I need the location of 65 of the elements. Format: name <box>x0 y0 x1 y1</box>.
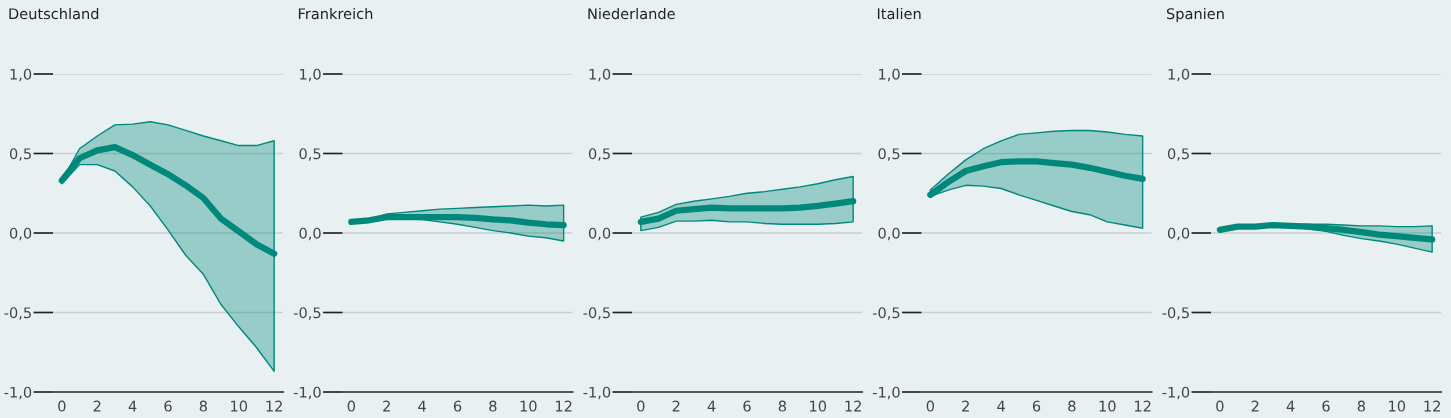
y-tick-label: 0,0 <box>878 227 900 241</box>
chart-title: Niederlande <box>588 7 675 20</box>
x-tick-label: 6 <box>743 400 751 412</box>
x-tick-label: 8 <box>1068 400 1076 412</box>
x-tick-label: 4 <box>997 400 1005 412</box>
y-tick-label: -0,5 <box>1162 307 1189 320</box>
y-tick-label: 0,5 <box>9 148 31 161</box>
x-tick-label: 8 <box>199 400 208 412</box>
y-tick-label: 1,0 <box>589 68 611 82</box>
x-tick-label: 0 <box>58 400 66 412</box>
x-tick-label: 10 <box>520 400 537 412</box>
x-tick-label: 10 <box>1099 400 1116 412</box>
x-tick-label: 4 <box>1286 400 1295 412</box>
x-tick-label: 12 <box>266 400 282 412</box>
y-tick-label: 1,0 <box>1168 68 1190 82</box>
x-tick-label: 10 <box>810 400 827 412</box>
x-tick-label: 4 <box>707 400 716 412</box>
y-tick-label: 0,0 <box>299 227 321 241</box>
y-tick-label: 0,5 <box>878 148 900 161</box>
y-tick-label: -0,5 <box>583 307 610 320</box>
x-tick-label: 0 <box>637 400 645 412</box>
x-tick-label: 2 <box>383 400 390 412</box>
y-tick-label: -1,0 <box>872 386 900 400</box>
chart-title: Deutschland <box>9 7 99 20</box>
x-tick-label: 0 <box>347 400 356 412</box>
y-tick-label: 0,5 <box>1167 148 1189 161</box>
x-tick-label: 12 <box>1134 400 1151 412</box>
y-tick-label: 1,0 <box>10 68 32 82</box>
y-tick-label: 0,0 <box>9 227 32 241</box>
x-tick-label: 0 <box>926 400 935 412</box>
chart-title: Italien <box>877 7 921 20</box>
y-tick-label: -1,0 <box>1162 386 1190 400</box>
y-tick-label: -1,0 <box>583 386 611 400</box>
x-tick-label: 10 <box>231 400 248 412</box>
x-tick-label: 2 <box>962 400 969 412</box>
y-tick-label: -0,5 <box>872 307 900 320</box>
y-tick-label: 0,5 <box>299 148 321 161</box>
y-tick-label: -1,0 <box>293 386 321 400</box>
chart-title: Frankreich <box>298 7 373 20</box>
x-tick-label: 6 <box>164 400 172 412</box>
x-tick-label: 4 <box>418 400 426 412</box>
x-tick-label: 6 <box>453 400 462 412</box>
x-tick-label: 2 <box>672 400 680 412</box>
y-tick-label: 0,5 <box>588 148 610 161</box>
x-tick-label: 8 <box>489 400 497 412</box>
x-tick-label: 8 <box>778 400 787 412</box>
x-tick-label: 12 <box>1424 400 1440 412</box>
y-tick-label: 0,0 <box>1167 227 1190 241</box>
x-tick-label: 10 <box>1389 400 1406 412</box>
y-tick-label: 0,0 <box>588 227 611 241</box>
y-tick-label: 1,0 <box>300 68 321 82</box>
x-tick-label: 12 <box>845 400 861 412</box>
x-tick-label: 6 <box>1322 400 1330 412</box>
x-tick-label: 4 <box>128 400 137 412</box>
y-tick-label: -0,5 <box>4 307 31 320</box>
y-tick-label: 1,0 <box>879 68 900 82</box>
x-tick-label: 2 <box>93 400 101 412</box>
y-tick-label: -1,0 <box>4 386 32 400</box>
chart-title: Spanien <box>1166 7 1224 23</box>
x-tick-label: 12 <box>555 400 572 412</box>
x-tick-label: 0 <box>1216 400 1224 412</box>
y-tick-label: -0,5 <box>293 307 321 320</box>
x-tick-label: 2 <box>1251 400 1259 412</box>
x-tick-label: 6 <box>1032 400 1041 412</box>
x-tick-label: 8 <box>1357 400 1366 412</box>
